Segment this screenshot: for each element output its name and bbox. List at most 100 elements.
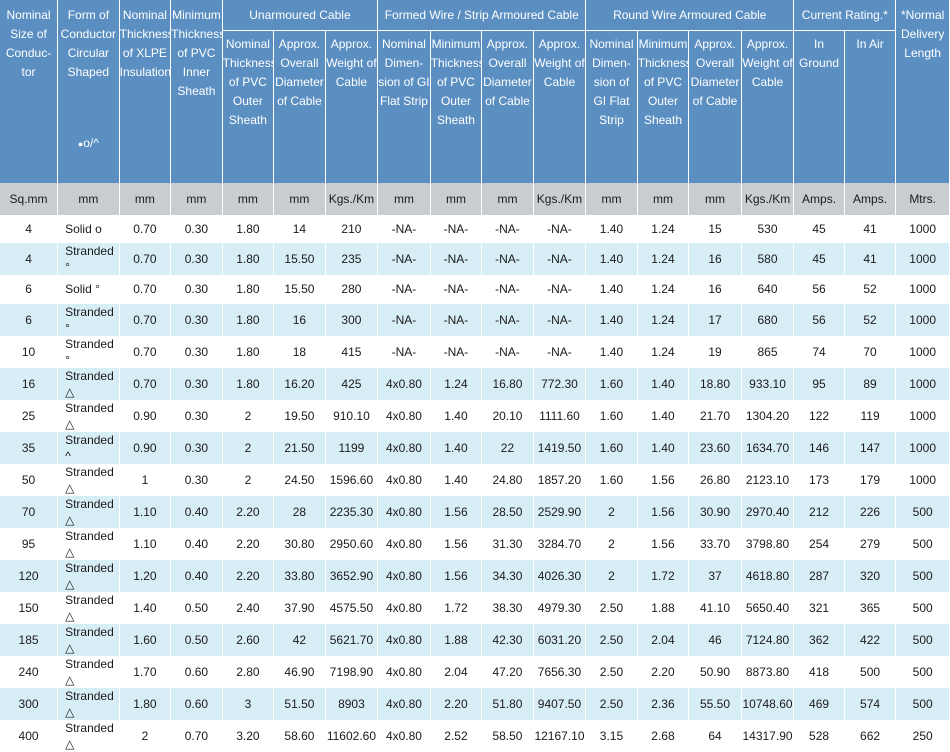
table-cell: 16.20: [273, 367, 326, 400]
table-cell: 58.50: [481, 719, 534, 752]
header-formed-wire: Formed Wire / Strip Armoured Cable: [377, 0, 587, 31]
table-cell: 500: [895, 559, 950, 592]
table-cell: 1.60: [585, 399, 638, 432]
table-cell: 1199: [325, 431, 379, 464]
table-cell: 24.80: [481, 463, 534, 496]
unit-cell: mm: [585, 183, 638, 215]
table-cell: 122: [793, 399, 845, 432]
table-cell: 0.50: [170, 591, 223, 624]
table-cell: 680: [741, 303, 795, 336]
table-cell: 0.30: [170, 303, 223, 336]
table-cell: 1.20: [119, 559, 172, 592]
table-cell: 3: [222, 687, 275, 720]
conductor-form-cell: Stranded △: [57, 623, 120, 656]
table-cell: 226: [844, 495, 897, 528]
table-cell: 279: [844, 527, 897, 560]
table-cell: 1419.50: [533, 431, 587, 464]
table-cell: 0.60: [170, 655, 223, 688]
table-row: 16 Stranded △ 0.70 0.30 1.80 16.20 425 4x0.80 1.…: [0, 367, 950, 400]
table-cell: 425: [325, 367, 379, 400]
table-cell: 4x0.80: [377, 463, 431, 496]
table-cell: 1: [119, 463, 172, 496]
table-cell: 50.90: [688, 655, 742, 688]
table-cell: 0.70: [170, 719, 223, 752]
table-cell: 1000: [895, 399, 950, 432]
table-cell: 33.70: [688, 527, 742, 560]
table-cell: 150: [0, 591, 59, 624]
table-cell: -NA-: [377, 335, 431, 368]
header-fw-diameter: Approx. Overall Diameter of Cable: [481, 30, 534, 183]
table-cell: 0.30: [170, 215, 223, 244]
table-cell: 0.30: [170, 243, 223, 276]
table-cell: 1.60: [585, 431, 638, 464]
table-cell: 20.10: [481, 399, 534, 432]
header-form-marks-wrap: ●o/^: [58, 134, 118, 154]
table-cell: 280: [325, 275, 379, 304]
table-cell: 2123.10: [741, 463, 795, 496]
table-cell: 30.90: [688, 495, 742, 528]
table-cell: 418: [793, 655, 845, 688]
table-cell: 287: [793, 559, 845, 592]
table-cell: 1.40: [585, 243, 638, 276]
header-fw-outer-sheath: Minimum Thickness of PVC Outer Sheath: [430, 30, 483, 183]
table-cell: 89: [844, 367, 897, 400]
table-cell: 1.72: [637, 559, 690, 592]
table-cell: 21.70: [688, 399, 742, 432]
table-row: 400 Stranded △ 2 0.70 3.20 58.60 11602.60 4x0.8…: [0, 719, 950, 752]
header-fw-weight: Approx. Weight of Cable: [533, 30, 587, 183]
table-cell: 300: [0, 687, 59, 720]
table-cell: 1000: [895, 367, 950, 400]
table-cell: 37.90: [273, 591, 326, 624]
table-cell: 35: [0, 431, 59, 464]
conductor-form-cell: Stranded △: [57, 367, 120, 400]
table-cell: 12167.10: [533, 719, 587, 752]
table-cell: 3284.70: [533, 527, 587, 560]
table-row: 4 Solid o 0.70 0.30 1.80 14 210 -NA- -NA- -NA- -NA…: [0, 215, 950, 244]
header-form-label: Form of Conductor Circular Shaped: [60, 8, 117, 79]
table-cell: 1.80: [119, 687, 172, 720]
table-cell: 4x0.80: [377, 527, 431, 560]
table-cell: 64: [688, 719, 742, 752]
conductor-form-cell: Stranded △: [57, 399, 120, 432]
table-cell: 365: [844, 591, 897, 624]
table-cell: 4575.50: [325, 591, 379, 624]
table-cell: -NA-: [377, 215, 431, 244]
table-cell: 2.50: [585, 655, 638, 688]
unit-cell: Kgs./Km: [533, 183, 587, 215]
table-cell: 1111.60: [533, 399, 587, 432]
unit-cell: Sq.mm: [0, 183, 59, 215]
table-cell: 15.50: [273, 243, 326, 276]
table-cell: 1.40: [637, 431, 690, 464]
table-cell: 51.50: [273, 687, 326, 720]
table-cell: 15: [688, 215, 742, 244]
conductor-form-cell: Solid o: [57, 215, 120, 244]
table-cell: 46: [688, 623, 742, 656]
table-cell: 1.80: [222, 335, 275, 368]
table-cell: 1.72: [430, 591, 483, 624]
conductor-form-cell: Stranded °: [57, 303, 120, 336]
table-cell: 1000: [895, 303, 950, 336]
table-cell: 4x0.80: [377, 399, 431, 432]
table-cell: 70: [844, 335, 897, 368]
header-rw-diameter: Approx. Overall Diameter of Cable: [688, 30, 742, 183]
table-cell: 1.80: [222, 215, 275, 244]
table-cell: 1.24: [430, 367, 483, 400]
table-row: 10 Stranded ° 0.70 0.30 1.80 18 415 -NA- -NA- -NA…: [0, 335, 950, 368]
conductor-form-cell: Stranded △: [57, 559, 120, 592]
unit-cell: mm: [57, 183, 120, 215]
table-cell: 1.56: [637, 495, 690, 528]
table-cell: 0.70: [119, 243, 172, 276]
table-cell: 500: [895, 591, 950, 624]
table-cell: 18.80: [688, 367, 742, 400]
table-cell: 55.50: [688, 687, 742, 720]
table-cell: 0.30: [170, 367, 223, 400]
table-cell: 1.24: [637, 275, 690, 304]
table-cell: 52: [844, 303, 897, 336]
table-cell: 2.50: [585, 623, 638, 656]
table-cell: -NA-: [533, 275, 587, 304]
table-cell: -NA-: [481, 275, 534, 304]
table-row: 6 Solid ° 0.70 0.30 1.80 15.50 280 -NA- -NA- -NA-…: [0, 275, 950, 304]
table-cell: 1.40: [430, 399, 483, 432]
table-cell: 8873.80: [741, 655, 795, 688]
table-cell: 1.40: [430, 463, 483, 496]
